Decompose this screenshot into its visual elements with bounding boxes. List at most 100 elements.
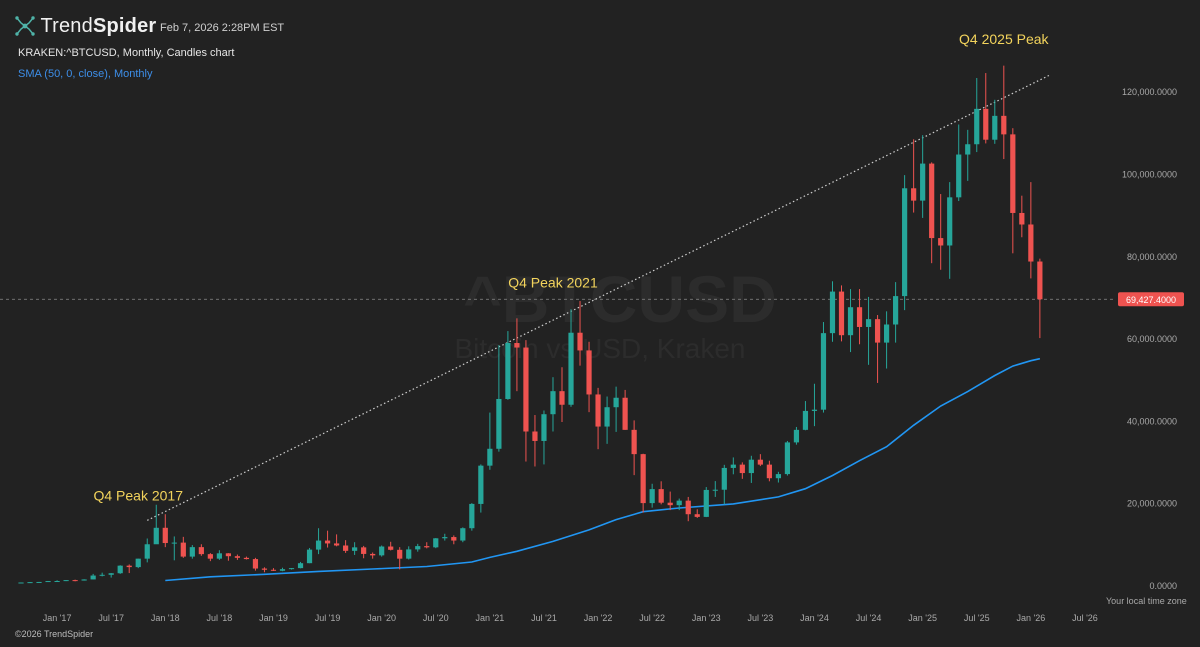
timezone-note[interactable]: Your local time zone (1106, 596, 1187, 606)
candle (81, 579, 87, 581)
candle (775, 471, 781, 483)
candle-body (920, 163, 926, 201)
y-tick-label: 20,000.0000 (1127, 499, 1177, 509)
candle (920, 135, 926, 218)
candle (514, 318, 520, 392)
candle (333, 534, 340, 547)
candle-body (586, 350, 592, 395)
candle (189, 545, 195, 559)
candle-body (811, 409, 818, 411)
candle-body (1028, 224, 1034, 262)
candle (874, 315, 881, 383)
candle (63, 580, 69, 582)
annotations-layer: Q4 Peak 2017 Q4 Peak 2021 Q4 2025 Peak (93, 31, 1049, 503)
candle (415, 543, 421, 552)
x-tick-label: Jul '24 (856, 613, 882, 623)
candle (18, 582, 24, 584)
candle-body (370, 553, 376, 556)
candle (297, 561, 304, 569)
candle-body (541, 414, 547, 441)
candle (352, 542, 358, 555)
y-tick-label: 100,000.0000 (1122, 169, 1177, 179)
candle-body (956, 154, 962, 198)
candle-body (883, 324, 890, 343)
y-tick-label: 0.0000 (1149, 581, 1177, 591)
candle-body (856, 307, 863, 327)
candle (992, 99, 998, 144)
candle (883, 311, 890, 369)
x-tick-label: Jul '20 (423, 613, 449, 623)
candle-body (640, 454, 646, 504)
candle-body (90, 575, 96, 580)
candle (595, 387, 601, 450)
candle (577, 301, 583, 366)
y-tick-label: 80,000.0000 (1127, 252, 1177, 262)
candle (902, 175, 908, 311)
candle-body (631, 429, 637, 455)
last-price-label: 69,427.4000 (1126, 295, 1176, 305)
candle-body (658, 489, 664, 503)
candle (604, 396, 610, 444)
candle (829, 281, 836, 342)
candle (90, 573, 96, 580)
candle-body (306, 549, 313, 564)
candle (406, 546, 412, 560)
sma-indicator-label[interactable]: SMA (50, 0, close), Monthly (18, 68, 153, 80)
candle (532, 415, 538, 467)
candle-body (613, 397, 619, 408)
candle-body (523, 347, 529, 432)
candle-body (532, 431, 538, 441)
candle-body (559, 391, 565, 405)
sma-layer (165, 357, 1041, 582)
sma-50-line (165, 357, 1041, 582)
x-tick-label: Jan '25 (908, 613, 937, 623)
candle-body (929, 163, 935, 239)
candle (703, 487, 709, 518)
candle-body (207, 554, 213, 559)
candle (685, 496, 691, 522)
candle-body (793, 429, 800, 443)
x-tick-label: Jan '19 (259, 613, 288, 623)
candle-body (712, 489, 718, 491)
candle-body (775, 474, 781, 479)
candle-body (784, 442, 791, 475)
candle (802, 401, 809, 431)
candle-body (595, 394, 601, 427)
candle-body (343, 545, 349, 551)
candle-body (45, 581, 51, 583)
candle (865, 296, 872, 365)
candle (424, 542, 430, 549)
candle-body (406, 549, 412, 559)
candle (1010, 128, 1016, 254)
brand-prefix: Trend (40, 15, 93, 37)
candle-body (252, 559, 259, 569)
candle-body (171, 542, 177, 544)
candle (108, 573, 114, 578)
candle-body (469, 503, 475, 529)
candle-body (460, 528, 466, 541)
logo[interactable]: TrendSpider (14, 15, 156, 38)
candle (388, 541, 394, 551)
candle (270, 568, 277, 572)
symbol-description[interactable]: KRAKEN:^BTCUSD, Monthly, Candles chart (18, 47, 235, 59)
candle (721, 464, 727, 505)
candle (820, 322, 827, 413)
watermark-name: Bitcoin vs USD, Kraken (455, 333, 746, 364)
candle-body (415, 546, 421, 550)
candle-body (189, 547, 195, 557)
candle-body (279, 569, 286, 571)
candle-body (911, 188, 917, 201)
candle-body (974, 108, 980, 145)
candle-body (1037, 261, 1043, 300)
candle-body (766, 464, 772, 479)
candle (279, 567, 286, 572)
candle (469, 503, 475, 531)
last-price-badge-layer: 69,427.4000 (1118, 292, 1184, 307)
candle (198, 544, 204, 556)
candle-body (379, 546, 385, 556)
candle-body (820, 333, 827, 410)
candle-body (261, 568, 268, 570)
candle (938, 194, 944, 270)
